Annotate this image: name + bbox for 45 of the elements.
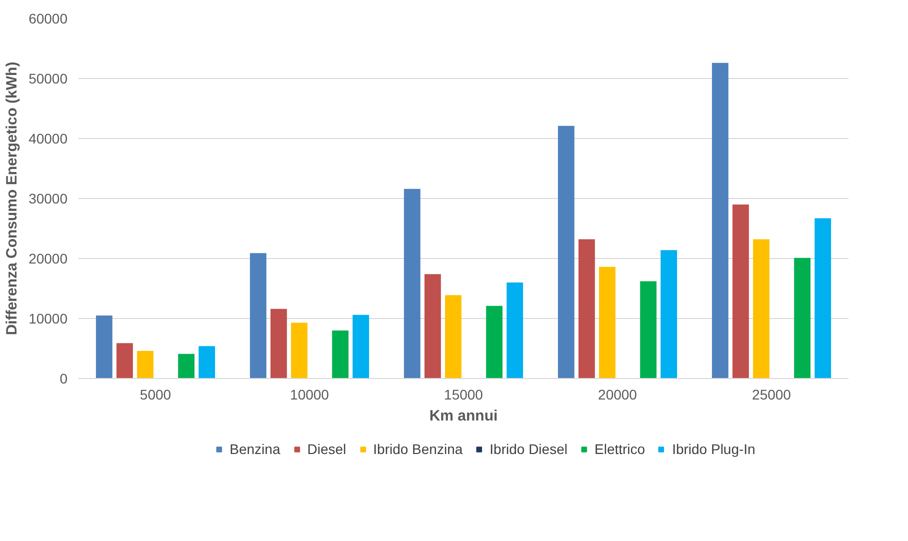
x-tick-label: 10000	[290, 386, 330, 402]
y-axis-title: Differenza Consumo Energetico (kWh)	[4, 62, 21, 336]
legend-label: Ibrido Benzina	[373, 441, 463, 457]
bar	[753, 239, 770, 378]
x-axis-title: Km annui	[429, 408, 498, 424]
bar	[794, 258, 811, 378]
bar	[137, 350, 154, 378]
bar	[270, 308, 287, 378]
bar	[640, 281, 657, 378]
bar	[96, 316, 112, 378]
bar	[291, 322, 308, 378]
bar	[445, 295, 462, 378]
bar	[486, 306, 503, 378]
bar	[424, 274, 441, 378]
bar	[732, 204, 749, 378]
y-tick-label: 0	[60, 370, 68, 386]
bar	[250, 253, 266, 378]
legend-label: Benzina	[230, 441, 280, 457]
x-tick-label: 5000	[140, 386, 172, 402]
y-tick-label: 60000	[28, 10, 68, 26]
bar	[599, 266, 616, 378]
x-tick-label: 25000	[752, 386, 792, 402]
bar	[660, 250, 678, 378]
bar	[506, 282, 524, 378]
bar	[116, 343, 133, 378]
legend-label: Elettrico	[594, 441, 646, 457]
bar	[404, 188, 420, 378]
y-tick-label: 40000	[28, 130, 68, 146]
y-tick-label: 10000	[28, 310, 68, 326]
legend-label: Ibrido Diesel	[490, 441, 568, 457]
y-tick-label: 20000	[28, 250, 68, 266]
x-tick-label: 15000	[444, 386, 484, 402]
bar	[814, 218, 832, 378]
x-tick-label: 20000	[598, 386, 638, 402]
bar	[558, 126, 574, 378]
bar	[712, 62, 728, 378]
y-tick-label: 30000	[28, 190, 68, 206]
bar	[578, 239, 595, 378]
bar	[198, 346, 216, 378]
legend-label: Diesel	[307, 441, 346, 457]
bar	[178, 354, 195, 378]
bar	[352, 314, 370, 378]
bar	[332, 330, 349, 378]
legend-label: Ibrido Plug-In	[672, 441, 756, 457]
y-tick-label: 50000	[28, 70, 68, 86]
